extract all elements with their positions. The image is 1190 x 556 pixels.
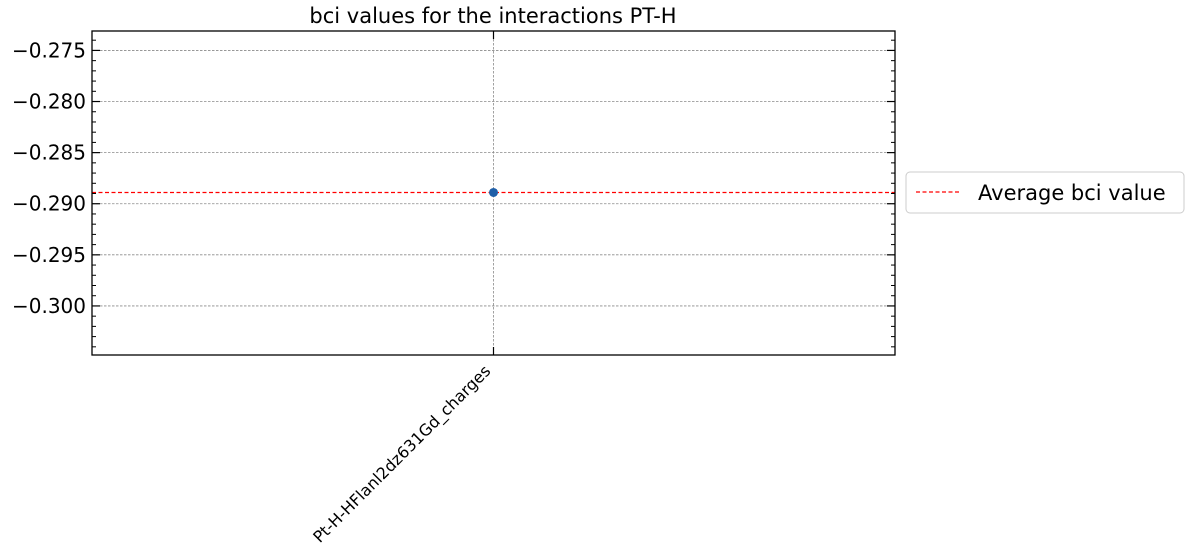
y-tick-label: −0.275 (12, 38, 86, 62)
legend-box (905, 171, 1185, 214)
grid (92, 31, 895, 355)
y-tick-label: −0.285 (12, 141, 86, 165)
y-tick-label: −0.280 (12, 90, 86, 114)
x-tick-label: Pt-H-HFlanl2dz631Gd_charges (309, 361, 495, 547)
y-tick-labels: −0.300 −0.295 −0.290 −0.285 −0.280 −0.275 (12, 38, 86, 318)
data-points (489, 187, 498, 197)
y-tick-label: −0.300 (12, 294, 86, 318)
legend-average-label: Average bci value (978, 181, 1166, 205)
y-tick-label: −0.295 (12, 243, 86, 267)
legend: Average bci value (905, 171, 1185, 214)
axis-ticks (92, 31, 895, 355)
data-point (489, 187, 498, 197)
chart-title: bci values for the interactions PT-H (309, 4, 676, 28)
y-tick-label: −0.290 (12, 192, 86, 216)
x-tick-labels: Pt-H-HFlanl2dz631Gd_charges (309, 361, 495, 547)
